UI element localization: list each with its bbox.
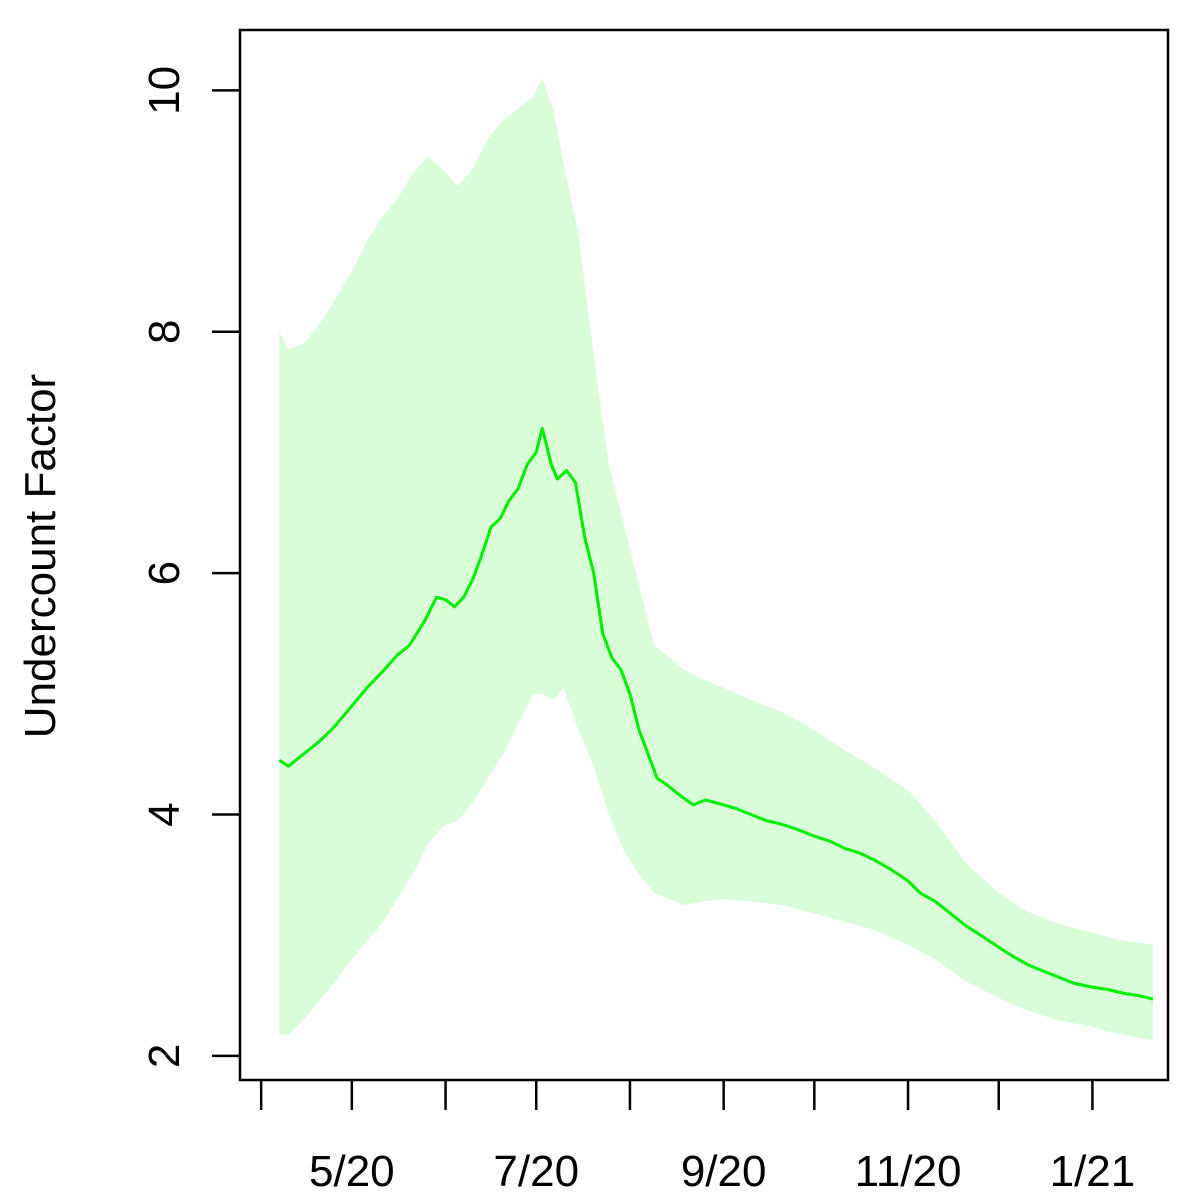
x-tick-label: 11/20 bbox=[855, 1147, 962, 1196]
y-tick-label: 6 bbox=[140, 561, 189, 585]
x-tick-label: 7/20 bbox=[493, 1147, 579, 1196]
uncertainty-band bbox=[279, 78, 1153, 1041]
x-tick-label: 1/21 bbox=[1050, 1147, 1136, 1196]
axes: 2 4 6 8 10 5/20 7/20 9/20 11/20 1/21 bbox=[140, 28, 1170, 1196]
uncertainty-band-layer bbox=[279, 78, 1153, 1041]
y-tick-label: 8 bbox=[140, 319, 189, 343]
series-line-layer bbox=[278, 426, 1154, 1001]
y-tick-label: 10 bbox=[140, 66, 189, 115]
series-line bbox=[278, 426, 1154, 1001]
plot-frame bbox=[238, 28, 1170, 1082]
y-tick-label: 2 bbox=[140, 1044, 189, 1068]
x-tick-label: 9/20 bbox=[681, 1147, 767, 1196]
y-axis-title: Undercount Factor bbox=[16, 374, 65, 738]
x-tick-label: 5/20 bbox=[309, 1147, 395, 1196]
y-tick-label: 4 bbox=[140, 802, 189, 826]
